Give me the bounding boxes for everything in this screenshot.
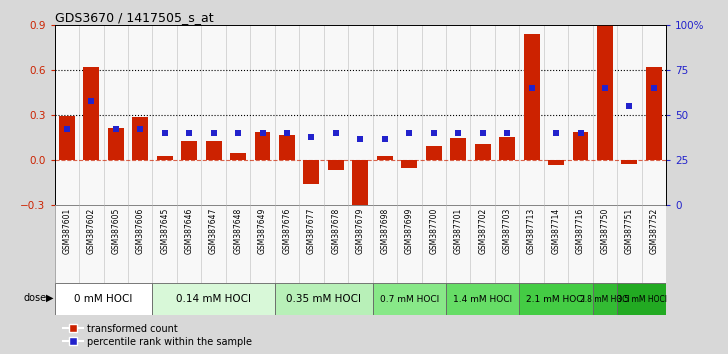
Text: 0.35 mM HOCl: 0.35 mM HOCl: [286, 294, 361, 304]
Point: [207, 130, 219, 136]
Point: [183, 130, 195, 136]
Bar: [255, 132, 271, 160]
Bar: [279, 135, 295, 160]
Bar: [181, 141, 197, 160]
Bar: [597, 25, 613, 160]
Text: ▶: ▶: [46, 292, 54, 303]
Text: 2.8 mM HOCl: 2.8 mM HOCl: [580, 295, 630, 304]
Point: [599, 85, 611, 91]
Bar: [157, 156, 173, 160]
Text: GSM387649: GSM387649: [258, 208, 267, 254]
Point: [403, 130, 415, 136]
Text: GSM387678: GSM387678: [331, 208, 341, 254]
Point: [232, 130, 244, 136]
Point: [526, 85, 537, 91]
Bar: [593, 283, 617, 315]
Bar: [446, 283, 519, 315]
Legend: transformed count, percentile rank within the sample: transformed count, percentile rank withi…: [60, 320, 256, 350]
Point: [61, 127, 73, 132]
Text: GSM387677: GSM387677: [307, 208, 316, 254]
Text: GSM387606: GSM387606: [135, 208, 145, 254]
Text: GSM387701: GSM387701: [454, 208, 463, 254]
Bar: [328, 160, 344, 170]
Text: GSM387699: GSM387699: [405, 208, 414, 254]
Point: [281, 130, 293, 136]
Point: [502, 130, 513, 136]
Point: [452, 130, 464, 136]
Text: GSM387648: GSM387648: [234, 208, 242, 254]
Text: GSM387702: GSM387702: [478, 208, 487, 254]
Text: GSM387751: GSM387751: [625, 208, 634, 254]
Bar: [646, 67, 662, 160]
Text: GSM387714: GSM387714: [552, 208, 561, 254]
Text: 1.4 mM HOCl: 1.4 mM HOCl: [453, 295, 513, 304]
Text: GSM387679: GSM387679: [356, 208, 365, 254]
Bar: [55, 283, 152, 315]
Text: GSM387698: GSM387698: [380, 208, 389, 254]
Bar: [230, 153, 246, 160]
Text: GSM387700: GSM387700: [430, 208, 438, 254]
Bar: [426, 146, 442, 160]
Bar: [59, 116, 75, 160]
Bar: [572, 132, 588, 160]
Text: 0.14 mM HOCl: 0.14 mM HOCl: [176, 294, 251, 304]
Point: [330, 130, 341, 136]
Bar: [205, 141, 221, 160]
Text: 0.7 mM HOCl: 0.7 mM HOCl: [380, 295, 439, 304]
Bar: [475, 144, 491, 160]
Text: GSM387752: GSM387752: [649, 208, 658, 254]
Bar: [373, 283, 446, 315]
Text: GSM387647: GSM387647: [209, 208, 218, 254]
Text: 2.1 mM HOCl: 2.1 mM HOCl: [526, 295, 585, 304]
Point: [355, 136, 366, 141]
Bar: [377, 156, 393, 160]
Bar: [622, 160, 638, 164]
Text: GSM387602: GSM387602: [87, 208, 96, 254]
Bar: [274, 283, 373, 315]
Text: GSM387605: GSM387605: [111, 208, 120, 254]
Bar: [132, 117, 149, 160]
Bar: [548, 160, 564, 165]
Point: [135, 127, 146, 132]
Text: GDS3670 / 1417505_s_at: GDS3670 / 1417505_s_at: [55, 11, 213, 24]
Text: GSM387676: GSM387676: [282, 208, 291, 254]
Text: 0 mM HOCl: 0 mM HOCl: [74, 294, 132, 304]
Bar: [617, 283, 666, 315]
Point: [648, 85, 660, 91]
Text: GSM387716: GSM387716: [576, 208, 585, 254]
Text: GSM387713: GSM387713: [527, 208, 536, 254]
Bar: [352, 160, 368, 217]
Point: [85, 98, 97, 103]
Text: GSM387703: GSM387703: [502, 208, 512, 254]
Bar: [108, 128, 124, 160]
Point: [110, 127, 122, 132]
Point: [624, 103, 636, 109]
Point: [257, 130, 269, 136]
Point: [550, 130, 562, 136]
Point: [574, 130, 586, 136]
Bar: [499, 137, 515, 160]
Bar: [83, 67, 99, 160]
Point: [428, 130, 440, 136]
Point: [379, 136, 391, 141]
Bar: [450, 138, 466, 160]
Bar: [519, 283, 593, 315]
Point: [159, 130, 170, 136]
Text: 3.5 mM HOCl: 3.5 mM HOCl: [617, 295, 667, 304]
Text: GSM387601: GSM387601: [63, 208, 71, 254]
Text: dose: dose: [23, 292, 47, 303]
Bar: [401, 160, 417, 168]
Point: [306, 134, 317, 139]
Text: GSM387750: GSM387750: [601, 208, 609, 254]
Bar: [152, 283, 274, 315]
Bar: [523, 34, 539, 160]
Bar: [304, 160, 320, 184]
Text: GSM387646: GSM387646: [185, 208, 194, 254]
Point: [477, 130, 488, 136]
Text: GSM387645: GSM387645: [160, 208, 169, 254]
